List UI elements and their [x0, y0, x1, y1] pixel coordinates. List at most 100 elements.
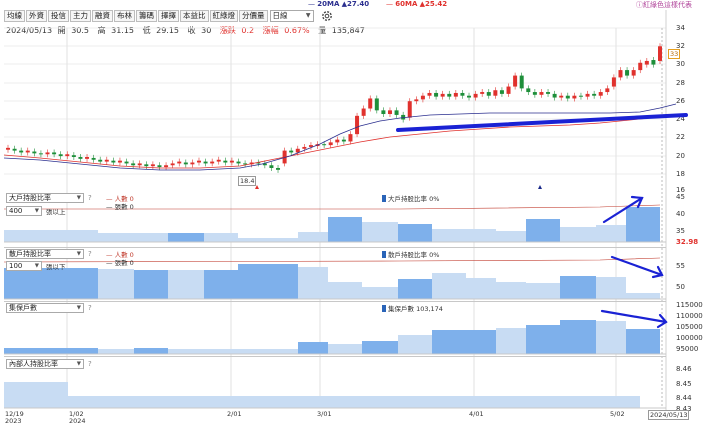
- candle-body: [210, 161, 215, 164]
- panel2-line1: 人數 0: [114, 251, 134, 259]
- panel1-threshold: 400: [9, 207, 23, 215]
- panel4-axis-label: 8.44: [676, 394, 692, 402]
- quote-pct: 漲幅 0.67%: [263, 26, 313, 35]
- candle-body: [420, 95, 425, 100]
- panel3-bar-value: 集保戶數 103,174: [388, 305, 443, 313]
- panel2-shares-legend: — 張數 0: [106, 259, 134, 267]
- chevron-down-icon: ▼: [305, 12, 311, 19]
- candle-body: [269, 165, 274, 168]
- candle-body: [493, 90, 498, 96]
- x-axis-date: 3/01: [317, 411, 332, 418]
- ma-legend: — 20MA ▲27.40 — 60MA ▲25.42 ⓘ紅綠色這樣代表: [0, 0, 720, 9]
- help-icon[interactable]: ?: [88, 304, 92, 312]
- candle-body: [605, 88, 610, 93]
- tab-price-volume[interactable]: 分價量: [239, 10, 268, 22]
- quote-close: 收 30: [188, 26, 215, 35]
- price-axis-label: 26: [676, 97, 685, 105]
- date-top: 4/01: [469, 410, 484, 418]
- ma60-label: 60MA: [395, 0, 418, 8]
- legend-help-link[interactable]: ⓘ紅綠色這樣代表: [636, 1, 692, 9]
- panel1-line2: 張數 0: [114, 203, 134, 211]
- x-axis-date: 1/02 2024: [69, 411, 86, 425]
- panel2-axis-label: 55: [676, 262, 685, 270]
- panel1-indicator-select[interactable]: 大戶持股比率 ▼: [6, 193, 84, 203]
- candle-body: [611, 77, 616, 87]
- tab-chips[interactable]: 籌碼: [136, 10, 157, 22]
- tab-traffic-light[interactable]: 紅綠燈: [209, 10, 238, 22]
- period-select[interactable]: 日線 ▼: [269, 10, 314, 22]
- quote-date: 2024/05/13: [6, 26, 53, 35]
- tab-bollinger[interactable]: 布林: [114, 10, 135, 22]
- candle-body: [38, 153, 43, 155]
- candle-body: [532, 92, 537, 95]
- candle-body: [144, 164, 149, 167]
- panel3-indicator-select[interactable]: 集保戶數 ▼: [6, 303, 84, 313]
- date-top: 3/01: [317, 410, 332, 418]
- help-icon[interactable]: ?: [88, 194, 92, 202]
- tab-trust[interactable]: 投信: [48, 10, 69, 22]
- gear-icon[interactable]: [321, 10, 333, 22]
- candle-body: [295, 148, 300, 153]
- tab-foreign[interactable]: 外資: [26, 10, 47, 22]
- panel2-bar-value: 散戶持股比率 0%: [388, 251, 440, 259]
- help-icon[interactable]: ?: [88, 250, 92, 258]
- open-value: 30.5: [71, 26, 90, 35]
- chevron-down-icon: ▼: [34, 263, 39, 269]
- panel1-threshold-select[interactable]: 400 ▼: [6, 206, 42, 216]
- candle-body: [341, 139, 346, 142]
- date-top: 5/02: [610, 410, 625, 418]
- candle-body: [203, 161, 208, 164]
- panel4-indicator-select[interactable]: 內部人持股比率 ▼: [6, 359, 84, 369]
- candle-body: [546, 92, 551, 94]
- candle-body: [387, 110, 392, 115]
- date-top: 2/01: [227, 410, 242, 418]
- tab-ma[interactable]: 均線: [4, 10, 25, 22]
- candle-body: [651, 60, 656, 65]
- volume-value: 135,847: [331, 26, 365, 35]
- candle-body: [124, 161, 129, 164]
- candle-body: [578, 95, 583, 97]
- tab-main-force[interactable]: 主力: [70, 10, 91, 22]
- change-value: 0.2: [241, 26, 255, 35]
- candle-body: [223, 160, 228, 163]
- chevron-down-icon: ▼: [76, 305, 81, 311]
- candle-body: [335, 139, 340, 143]
- x-axis-date: 4/01: [469, 411, 484, 418]
- price-gridlines: [4, 27, 666, 175]
- panel-custody-accounts: 集保戶數 ▼ ? 集保戶數 103,174: [4, 301, 666, 354]
- low-marker-icon: [255, 185, 259, 189]
- candle-body: [104, 159, 109, 162]
- price-axis-label: 24: [676, 115, 685, 123]
- x-axis-date: 2/01: [227, 411, 242, 418]
- candle-body: [117, 160, 122, 163]
- tab-margin[interactable]: 融資: [92, 10, 113, 22]
- panel-insider-holding: 內部人持股比率 ▼ ?: [4, 356, 666, 408]
- candle-body: [592, 93, 597, 96]
- candle-body: [473, 93, 478, 98]
- candle-body: [289, 150, 294, 153]
- panel-retail-holders: 散戶持股比率 ▼ ? 100 ▼ 張以下 — 人數 0 — 張數 0 散戶持股比率 …: [4, 247, 666, 299]
- event-marker-icon: [538, 185, 542, 189]
- price-axis-label: 20: [676, 152, 685, 160]
- candle-body: [401, 114, 406, 120]
- panel1-count-legend: — 人數 0: [106, 195, 134, 203]
- tab-options[interactable]: 擇擇: [158, 10, 179, 22]
- quote-low: 低 29.15: [143, 26, 182, 35]
- quote-open: 開 30.5: [58, 26, 92, 35]
- price-axis-label: 22: [676, 133, 685, 141]
- low-value: 29.15: [156, 26, 180, 35]
- tab-pe[interactable]: 本益比: [180, 10, 209, 22]
- panel2-indicator-select[interactable]: 散戶持股比率 ▼: [6, 249, 84, 259]
- panel1-axis-label: 35: [676, 227, 685, 235]
- panel4-axis-label: 8.43: [676, 405, 692, 413]
- candle-body: [559, 95, 564, 98]
- help-icon[interactable]: ?: [88, 360, 92, 368]
- panel2-threshold: 100: [9, 262, 23, 270]
- panel2-threshold-select[interactable]: 100 ▼: [6, 261, 42, 271]
- candle-body: [585, 93, 590, 97]
- candle-body: [322, 144, 327, 146]
- ma20-line: [3, 103, 677, 171]
- panel1-threshold-suffix: 張以上: [46, 208, 66, 216]
- candle-body: [6, 147, 10, 150]
- pct-value: 0.67%: [284, 26, 310, 35]
